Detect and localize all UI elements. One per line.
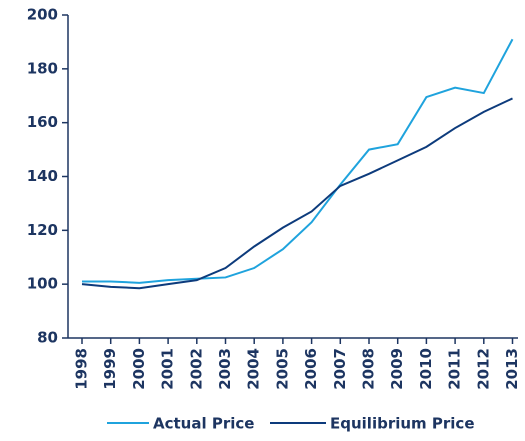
y-tick-label: 160 [27, 113, 58, 131]
y-tick-label: 200 [27, 6, 58, 24]
legend-label: Equilibrium Price [330, 415, 475, 433]
y-tick-label: 80 [37, 329, 58, 347]
x-tick-label: 2008 [360, 348, 378, 390]
x-tick-label: 2005 [273, 348, 291, 390]
x-tick-label: 2000 [130, 348, 148, 390]
x-tick-label: 2006 [302, 348, 320, 390]
x-tick-label: 2002 [187, 348, 205, 390]
x-tick-label: 2012 [474, 348, 492, 390]
x-tick-label: 2001 [159, 348, 177, 390]
y-tick-label: 100 [27, 275, 58, 293]
y-tick-label: 180 [27, 59, 58, 77]
x-tick-label: 2010 [417, 348, 435, 390]
legend-label: Actual Price [153, 415, 254, 433]
x-tick-label: 2009 [388, 348, 406, 390]
y-tick-label: 140 [27, 167, 58, 185]
x-tick-label: 1998 [73, 348, 91, 390]
x-tick-label: 2013 [503, 348, 521, 390]
x-tick-label: 2004 [245, 348, 263, 390]
series-line [81, 97, 513, 290]
x-tick-label: 2003 [216, 348, 234, 390]
series-line [82, 38, 514, 284]
x-tick-label: 1999 [101, 348, 119, 390]
y-tick-label: 120 [27, 221, 58, 239]
x-tick-label: 2011 [446, 348, 464, 390]
x-tick-label: 2007 [331, 348, 349, 390]
